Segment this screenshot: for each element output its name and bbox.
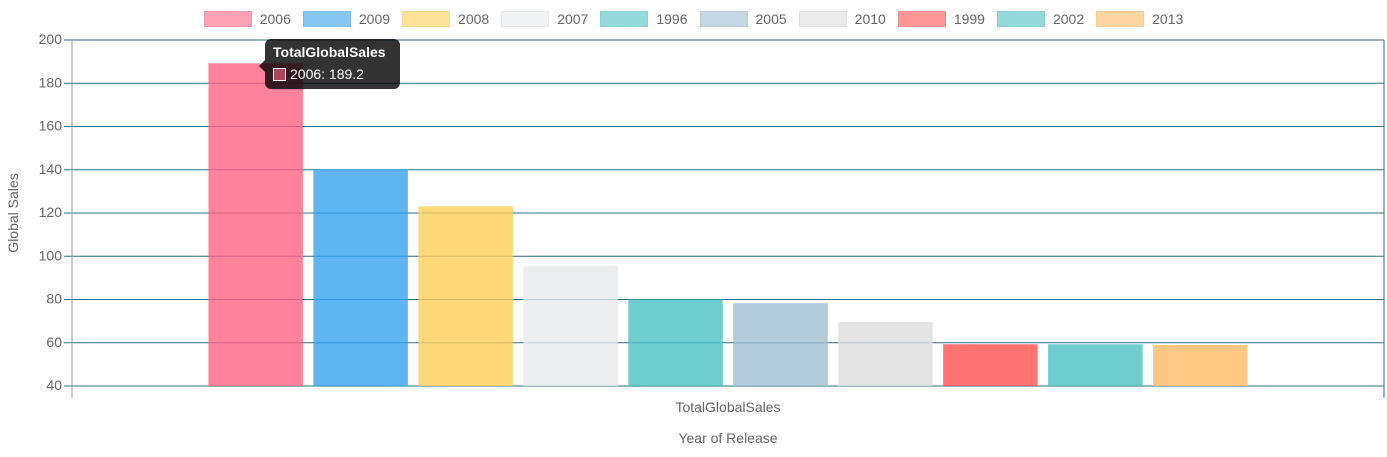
legend-item-1999[interactable]: 1999 [897, 9, 985, 29]
tooltip-label: 2006: 189.2 [290, 66, 364, 82]
tooltip: TotalGlobalSales 2006: 189.2 [259, 39, 400, 89]
tooltip-caret [259, 60, 265, 72]
legend-label: 2007 [557, 11, 589, 27]
y-tick-label: 180 [39, 74, 63, 90]
legend-swatch [699, 11, 748, 27]
legend-item-2002[interactable]: 2002 [996, 9, 1085, 29]
legend-swatch [600, 11, 649, 27]
legend-label: 1996 [656, 11, 688, 27]
bar-1999[interactable] [943, 344, 1038, 386]
legend-label: 1999 [953, 11, 985, 27]
legend: 2006 2009 2008 2007 1996 2005 2010 1999 2002 2013 [0, 9, 1387, 29]
y-tick-label: 120 [39, 204, 63, 220]
x-tick-label: TotalGlobalSales [675, 399, 780, 415]
legend-label: 2009 [358, 11, 391, 27]
tooltip-title: TotalGlobalSales [273, 44, 386, 60]
legend-swatch [897, 11, 946, 27]
legend-item-1996[interactable]: 1996 [600, 9, 688, 29]
bar-2005[interactable] [733, 303, 828, 386]
y-tick-label: 40 [46, 377, 62, 393]
bar-2006[interactable] [208, 63, 303, 386]
legend-swatch [501, 11, 550, 27]
y-axis-title: Global Sales [5, 173, 21, 252]
y-tick-label: 160 [39, 118, 63, 134]
bar-2007[interactable] [523, 265, 618, 386]
legend-swatch [302, 11, 351, 27]
legend-item-2006[interactable]: 2006 [203, 9, 291, 29]
bar-2013[interactable] [1153, 344, 1248, 386]
legend-swatch [798, 11, 847, 27]
y-tick-label: 100 [39, 247, 63, 263]
legend-label: 2010 [854, 11, 886, 27]
legend-label: 2013 [1152, 11, 1184, 27]
legend-swatch [1096, 11, 1145, 27]
legend-item-2005[interactable]: 2005 [699, 9, 787, 29]
legend-item-2009[interactable]: 2009 [302, 9, 391, 29]
legend-label: 2008 [458, 11, 490, 27]
bar-2009[interactable] [313, 169, 408, 386]
y-tick-label: 80 [46, 291, 62, 307]
legend-swatch [996, 11, 1045, 27]
legend-item-2010[interactable]: 2010 [798, 9, 886, 29]
y-tick-label: 200 [39, 31, 63, 47]
bar-1996[interactable] [628, 299, 723, 387]
legend-item-2007[interactable]: 2007 [501, 9, 588, 29]
legend-swatch [402, 11, 451, 27]
tooltip-body: 2006: 189.2 [273, 65, 392, 83]
legend-item-2008[interactable]: 2008 [402, 9, 489, 29]
bar-2008[interactable] [418, 206, 513, 386]
bar-2002[interactable] [1048, 344, 1143, 386]
legend-swatch [203, 11, 252, 27]
legend-label: 2005 [755, 11, 787, 27]
y-tick-label: 140 [39, 161, 63, 177]
legend-item-2013[interactable]: 2013 [1096, 9, 1183, 29]
y-tick-label: 60 [46, 334, 62, 350]
legend-label: 2006 [259, 11, 291, 27]
legend-label: 2002 [1052, 11, 1085, 27]
x-axis-title: Year of Release [678, 430, 777, 446]
tooltip-color-swatch [273, 67, 286, 81]
bar-2010[interactable] [838, 321, 933, 386]
